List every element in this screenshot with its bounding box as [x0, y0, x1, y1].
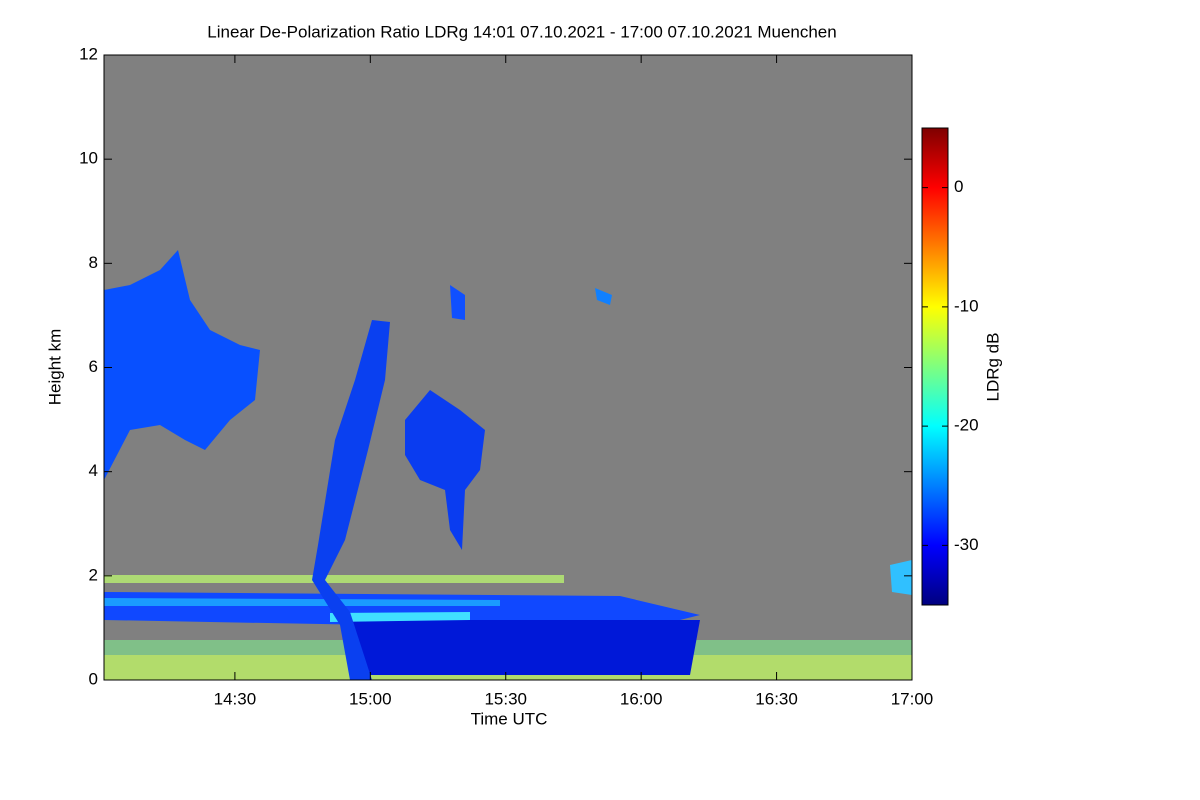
echo-region [405, 390, 485, 550]
x-tick-label: 16:30 [755, 689, 798, 708]
colorbar-tick-label: -30 [954, 535, 979, 554]
echo-region [104, 250, 260, 480]
echo-region [104, 575, 564, 583]
y-tick-label: 12 [79, 44, 98, 63]
echo-region [340, 620, 700, 675]
chart-title: Linear De-Polarization Ratio LDRg 14:01 … [207, 22, 836, 41]
x-axis-label: Time UTC [471, 709, 548, 728]
x-tick-label: 14:30 [214, 689, 257, 708]
echo-field [104, 250, 912, 680]
y-tick-label: 0 [89, 669, 98, 688]
echo-region [104, 598, 500, 606]
x-tick-label: 15:00 [349, 689, 392, 708]
y-tick-label: 10 [79, 149, 98, 168]
echo-region [330, 612, 470, 622]
colorbar-tick-label: -20 [954, 416, 979, 435]
echo-region [595, 288, 612, 305]
echo-region [450, 285, 465, 320]
colorbar-label: LDRg dB [983, 333, 1002, 402]
colorbar-tick-label: -10 [954, 296, 979, 315]
echo-region [890, 560, 912, 595]
y-tick-label: 8 [89, 253, 98, 272]
y-tick-label: 2 [89, 565, 98, 584]
echo-region [312, 320, 390, 680]
y-tick-label: 6 [89, 357, 98, 376]
colorbar [921, 127, 949, 606]
x-tick-label: 15:30 [484, 689, 527, 708]
colorbar-tick-label: 0 [954, 177, 963, 196]
x-tick-label: 17:00 [891, 689, 934, 708]
x-tick-label: 16:00 [620, 689, 663, 708]
y-axis-label: Height km [45, 329, 64, 406]
y-tick-label: 4 [89, 461, 98, 480]
